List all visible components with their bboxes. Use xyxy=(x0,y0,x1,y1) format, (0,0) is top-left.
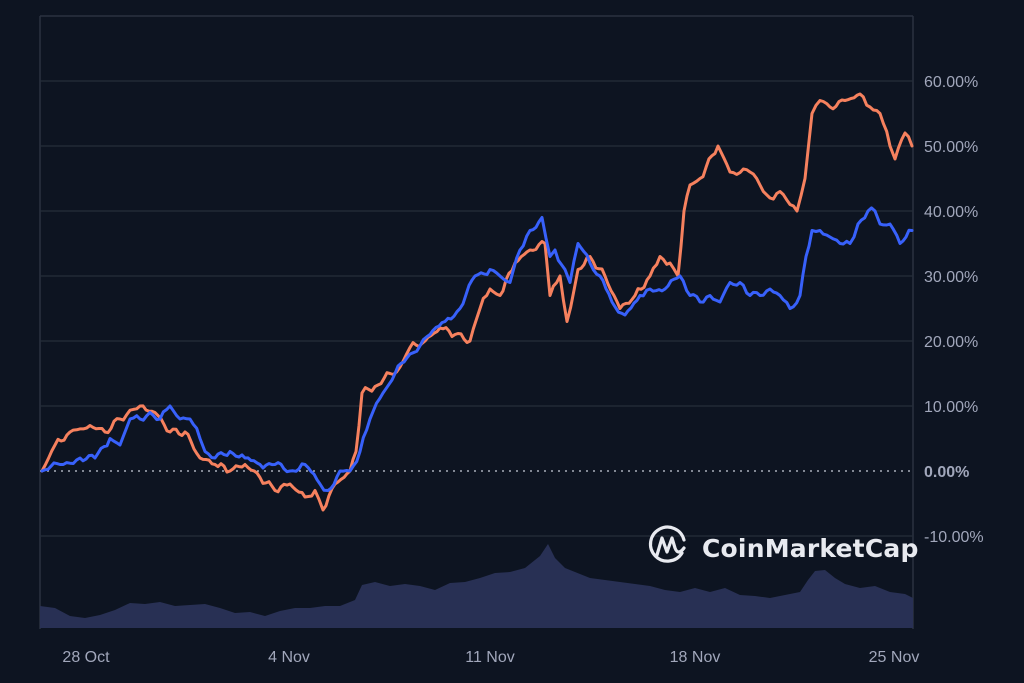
orange-series xyxy=(40,92,914,512)
y-tick-label: 60.00% xyxy=(924,74,978,91)
y-axis-labels: 60.00% 50.00% 40.00% 30.00% 20.00% 10.00% 0.00… xyxy=(924,74,984,546)
watermark-text: CoinMarketCap xyxy=(702,534,919,563)
y-gridlines xyxy=(40,80,913,537)
y-tick-label: 40.00% xyxy=(924,204,978,221)
volume-fill xyxy=(40,544,913,628)
y-tick-label: 10.00% xyxy=(924,399,978,416)
x-tick-label: 18 Nov xyxy=(670,649,721,666)
y-tick-label: 20.00% xyxy=(924,334,978,351)
y-tick-label: -10.00% xyxy=(924,529,984,546)
x-tick-label: 11 Nov xyxy=(465,649,515,666)
x-tick-label: 25 Nov xyxy=(869,649,920,666)
coinmarketcap-watermark: CoinMarketCap xyxy=(648,525,919,563)
x-tick-label: 4 Nov xyxy=(268,649,310,666)
blue-series xyxy=(40,206,914,492)
y-tick-label: 50.00% xyxy=(924,139,978,156)
coinmarketcap-logo-icon xyxy=(648,525,686,563)
y-tick-label: 0.00% xyxy=(924,464,969,481)
y-tick-label: 30.00% xyxy=(924,269,978,286)
plot-frame xyxy=(39,15,914,629)
x-axis-labels: 28 Oct 4 Nov 11 Nov 18 Nov 25 Nov xyxy=(62,649,919,666)
volume-area xyxy=(40,544,913,628)
series-lines xyxy=(40,92,914,512)
x-tick-label: 28 Oct xyxy=(62,649,110,666)
